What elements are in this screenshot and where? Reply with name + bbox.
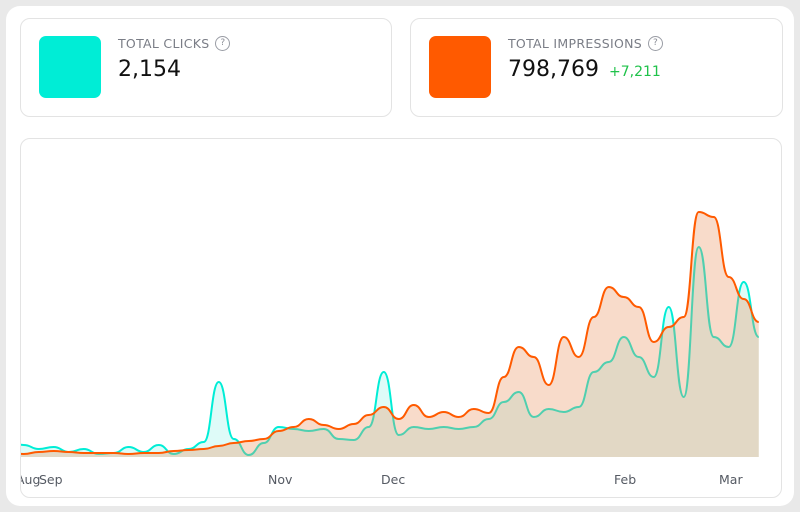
chart-svg: Aug Sep Nov Dec Feb Mar (21, 211, 760, 487)
impressions-label: TOTAL IMPRESSIONS (508, 36, 642, 51)
x-tick-nov: Nov (268, 472, 293, 487)
x-tick-dec: Dec (381, 472, 405, 487)
impressions-area (21, 212, 759, 457)
clicks-label: TOTAL CLICKS (118, 36, 210, 51)
total-clicks-card[interactable]: TOTAL CLICKS ? 2,154 (20, 18, 392, 117)
impressions-color-swatch (429, 36, 491, 98)
clicks-area (21, 247, 759, 457)
impressions-label-row: TOTAL IMPRESSIONS ? (508, 36, 663, 51)
x-tick-mar: Mar (719, 472, 743, 487)
question-circle-icon[interactable]: ? (215, 36, 231, 51)
performance-chart: Aug Sep Nov Dec Feb Mar (20, 138, 782, 498)
clicks-value: 2,154 (118, 57, 181, 82)
x-tick-sep: Sep (39, 472, 63, 487)
clicks-color-swatch (39, 36, 101, 98)
impressions-area-overlay (21, 212, 759, 457)
total-impressions-card[interactable]: TOTAL IMPRESSIONS ? 798,769 +7,211 (410, 18, 783, 117)
clicks-label-row: TOTAL CLICKS ? (118, 36, 231, 51)
x-tick-aug: Aug (21, 472, 40, 487)
question-circle-icon[interactable]: ? (648, 36, 663, 51)
impressions-delta: +7,211 (608, 64, 661, 80)
x-tick-feb: Feb (614, 472, 636, 487)
impressions-value: 798,769 (508, 57, 599, 82)
